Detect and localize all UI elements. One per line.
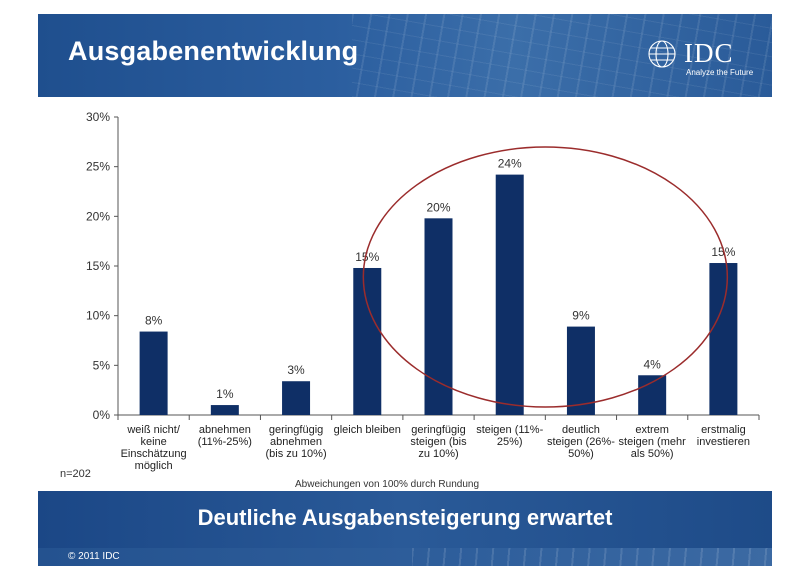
bar bbox=[424, 218, 453, 415]
conclusion-text: Deutliche Ausgabensteigerung erwartet bbox=[197, 505, 613, 530]
category-label: Einschätzung bbox=[121, 448, 187, 460]
category-label: als 50%) bbox=[631, 448, 674, 460]
bar bbox=[495, 174, 524, 415]
y-tick-label: 30% bbox=[86, 110, 110, 124]
category-label: zu 10%) bbox=[418, 448, 458, 460]
footer-texture bbox=[412, 548, 772, 566]
bar-value-label: 3% bbox=[287, 363, 305, 377]
category-label: deutlich bbox=[562, 424, 600, 436]
bar-value-label: 24% bbox=[498, 157, 522, 171]
category-label: weiß nicht/ bbox=[126, 424, 181, 436]
y-tick-label: 20% bbox=[86, 209, 110, 223]
bar bbox=[566, 326, 595, 415]
bar-value-label: 15% bbox=[355, 250, 379, 264]
bar bbox=[282, 381, 311, 415]
category-label: erstmalig bbox=[701, 424, 746, 436]
category-label: steigen (mehr bbox=[619, 436, 687, 448]
bar-value-label: 1% bbox=[216, 387, 234, 401]
category-label: extrem bbox=[635, 424, 669, 436]
category-label: abnehmen bbox=[199, 424, 251, 436]
category-label: steigen (26%- bbox=[547, 436, 615, 448]
bar-value-label: 9% bbox=[572, 309, 590, 323]
y-tick-label: 10% bbox=[86, 309, 110, 323]
category-label: steigen (bis bbox=[410, 436, 467, 448]
category-label: möglich bbox=[135, 460, 173, 472]
bar bbox=[210, 405, 239, 415]
rounding-note: Abweichungen von 100% durch Rundung bbox=[295, 479, 480, 490]
logo-tagline: Analyze the Future bbox=[686, 68, 754, 77]
category-label: (bis zu 10%) bbox=[265, 448, 326, 460]
category-label: abnehmen bbox=[270, 436, 322, 448]
chart-area: 0% 5% 10% 15% 20% 25% 30% 8% weiß nicht/keine Ein… bbox=[38, 97, 772, 491]
category-label: keine bbox=[140, 436, 166, 448]
footer-bar: © 2011 IDC bbox=[38, 548, 772, 566]
category-label: steigen (11%- bbox=[476, 424, 543, 436]
copyright-text: © 2011 IDC bbox=[68, 551, 120, 562]
bar bbox=[638, 375, 667, 415]
category-label: investieren bbox=[697, 436, 750, 448]
page-title: Ausgabenentwicklung bbox=[68, 36, 359, 66]
category-label: geringfügig bbox=[411, 424, 465, 436]
slide: Ausgabenentwicklung IDC Analyze the Futu… bbox=[38, 14, 772, 566]
header-texture bbox=[352, 14, 772, 97]
idc-logo: IDC Analyze the Future bbox=[646, 38, 753, 80]
category-label: geringfügig bbox=[269, 424, 323, 436]
category-label: gleich bleiben bbox=[334, 424, 401, 436]
header-bar: Ausgabenentwicklung IDC Analyze the Futu… bbox=[38, 14, 772, 97]
bar-value-label: 8% bbox=[145, 314, 163, 328]
bar-value-label: 20% bbox=[426, 200, 450, 214]
bar bbox=[353, 267, 382, 415]
category-label: 50%) bbox=[568, 448, 594, 460]
logo-wordmark: IDC bbox=[684, 38, 734, 68]
y-tick-label: 25% bbox=[86, 160, 110, 174]
category-label: (11%-25%) bbox=[198, 436, 252, 448]
bar bbox=[139, 331, 168, 415]
category-label: 25%) bbox=[497, 436, 523, 448]
sample-size-note: n=202 bbox=[60, 468, 91, 480]
highlight-ellipse bbox=[362, 146, 729, 408]
bar-value-label: 4% bbox=[643, 357, 661, 371]
y-tick-label: 15% bbox=[86, 259, 110, 273]
conclusion-banner: Deutliche Ausgabensteigerung erwartet bbox=[38, 491, 772, 548]
bar bbox=[709, 263, 738, 415]
globe-icon bbox=[648, 40, 676, 68]
y-tick-label: 5% bbox=[93, 358, 111, 372]
y-tick-label: 0% bbox=[93, 408, 111, 422]
bar-chart: 0% 5% 10% 15% 20% 25% 30% 8% weiß nicht/keineEin… bbox=[86, 110, 760, 472]
